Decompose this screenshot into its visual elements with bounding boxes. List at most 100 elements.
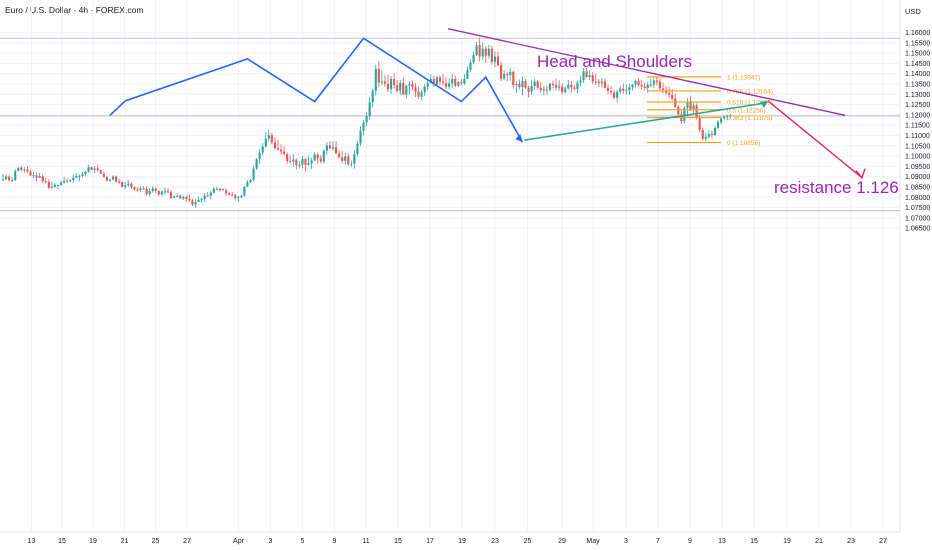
candle-body [493,56,497,62]
candle-body [558,86,561,88]
candle-body [634,80,637,85]
candle-body [203,195,206,199]
candle-body [276,148,280,150]
candle-body [350,163,353,165]
candle-body [252,168,255,180]
candle-body [63,180,66,183]
x-tick-label: 23 [847,538,855,545]
pattern-overlay [109,28,866,180]
candle-body [414,87,417,92]
y-tick-label: 1.11500 [905,123,930,130]
candle-body [487,48,490,56]
candle-body [469,62,472,70]
candle-body [594,81,597,83]
candle-body [661,88,665,90]
candle-body [221,189,225,191]
candle-body [261,146,264,153]
fib-label: 0.786 (1.13164) [727,88,773,95]
x-tick-label: 21 [815,538,823,545]
x-tick-label: 25 [152,538,160,545]
candle-body [643,86,646,89]
candle-body [386,83,390,90]
candle-body [729,115,732,117]
candle-body [710,133,713,136]
candle-body [243,186,246,196]
candle-body [567,84,570,89]
x-tick-label: 27 [183,538,191,545]
candle-body [524,81,527,88]
candle-body [402,82,405,95]
candle-body [179,195,182,199]
candle-body [411,83,414,88]
candle-body [185,196,188,199]
candle-body [289,161,292,163]
candle-body [518,83,521,88]
candle-body [383,81,386,84]
pattern-zigzag [109,37,524,143]
x-tick-label: 13 [718,538,726,545]
candle-body [405,85,408,95]
candle-body [38,176,41,178]
y-tick-label: 1.16000 [905,30,930,37]
candle-body [377,68,380,83]
candle-body [313,154,316,161]
candle-body [640,85,643,87]
candle-body [115,176,118,182]
candle-body [689,101,692,110]
candle-body [347,156,350,165]
x-tick-label: 11 [362,538,369,545]
candle-body [121,182,124,187]
y-tick-label: 1.12000 [905,112,930,119]
candle-body [441,81,445,83]
y-tick-label: 1.14500 [905,61,930,68]
candle-body [295,159,298,166]
candle-body [390,79,393,90]
y-tick-label: 1.10000 [905,154,930,161]
candle-body [267,135,270,139]
candle-body [75,175,78,178]
candle-body [726,116,729,118]
y-tick-label: 1.09000 [905,174,930,181]
candle-body [438,77,442,82]
candle-body [5,176,8,180]
fib-label: 0.618 (1.12626) [727,100,773,107]
candle-body [686,101,689,108]
candle-body [127,183,130,186]
candle-body [610,90,613,93]
candle-body [206,195,209,197]
candle-body [606,87,610,91]
candle-body [66,180,69,182]
candle-body [29,171,32,176]
candle-body [521,81,524,88]
candle-body [307,163,310,165]
candle-body [500,65,503,79]
candle-body [50,186,53,188]
candle-body [478,45,481,57]
candle-body [173,196,176,198]
candle-body [677,106,680,115]
x-tick-label: 27 [879,538,887,545]
candle-body [8,176,11,181]
candle-body [542,89,545,91]
candle-body [145,188,148,195]
candle-body [283,151,286,155]
y-tick-label: 1.08500 [905,185,930,192]
candle-body [1,179,5,181]
candle-body [496,56,500,66]
candle-body [512,71,515,86]
y-tick-label: 1.11000 [905,133,930,140]
candle-body [176,195,179,197]
candle-body [484,48,487,56]
candle-body [319,158,322,162]
candle-body [527,87,530,92]
candle-body [209,192,212,196]
y-tick-label: 1.14000 [905,71,930,78]
candle-body [359,130,362,144]
candle-body [619,88,622,92]
candle-body [105,177,108,181]
candle-body [188,198,191,201]
candle-body [668,92,671,95]
candle-body [649,84,652,86]
